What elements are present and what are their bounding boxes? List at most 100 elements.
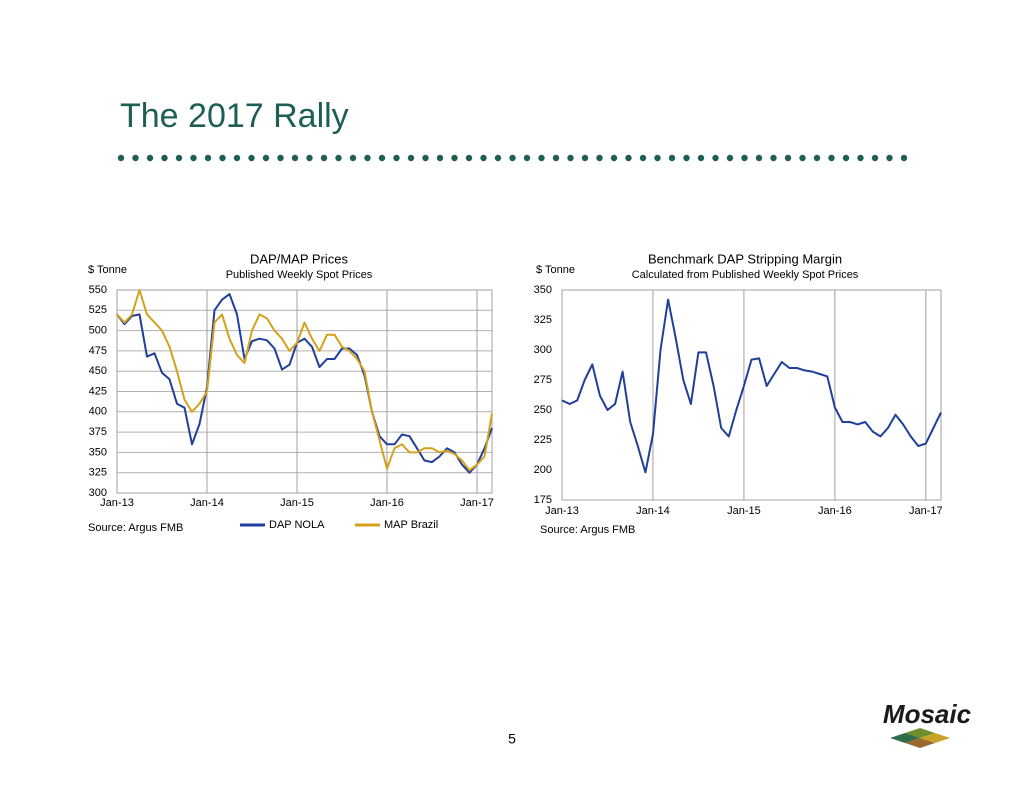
dot — [900, 154, 908, 162]
dot — [436, 154, 444, 162]
y-axis-label: $ Tonne — [536, 264, 575, 276]
y-tick-label: 350 — [89, 446, 107, 458]
chart-title: DAP/MAP Prices — [250, 251, 349, 266]
dot — [364, 154, 371, 162]
y-tick-label: 325 — [89, 467, 107, 479]
dot — [567, 154, 574, 162]
y-tick-label: 300 — [534, 344, 552, 356]
dot — [407, 154, 415, 162]
dot — [277, 154, 284, 162]
y-tick-label: 200 — [534, 464, 552, 476]
dot — [741, 154, 748, 162]
x-tick-label: Jan-16 — [818, 505, 852, 517]
y-axis-label: $ Tonne — [88, 264, 127, 276]
y-tick-label: 400 — [89, 406, 107, 418]
dot — [871, 154, 879, 162]
source-note: Source: Argus FMB — [88, 522, 183, 534]
dot — [248, 154, 255, 162]
y-tick-label: 475 — [89, 345, 107, 357]
dot — [480, 154, 487, 162]
dot — [784, 154, 792, 162]
logo: Mosaic — [883, 699, 972, 748]
dot — [668, 154, 676, 162]
dot — [219, 154, 226, 162]
dot — [857, 154, 864, 162]
dot — [886, 154, 893, 162]
dot — [233, 154, 241, 162]
dot — [625, 154, 632, 162]
plot-border — [561, 289, 942, 501]
dot — [132, 154, 139, 162]
dot — [509, 154, 516, 162]
x-tick-label: Jan-13 — [545, 505, 579, 517]
dot — [378, 154, 386, 162]
dot — [828, 154, 835, 162]
x-tick-label: Jan-17 — [460, 497, 494, 509]
dot — [842, 154, 850, 162]
y-tick-label: 350 — [534, 284, 552, 296]
dot — [654, 154, 661, 162]
dot — [393, 154, 400, 162]
dot — [552, 154, 560, 162]
dot — [639, 154, 647, 162]
slide-title: The 2017 Rally — [120, 97, 349, 135]
dot — [523, 154, 531, 162]
x-tick-label: Jan-15 — [280, 497, 314, 509]
y-tick-label: 325 — [534, 314, 552, 326]
dot — [581, 154, 589, 162]
dot — [465, 154, 473, 162]
dot — [799, 154, 806, 162]
data-line — [116, 289, 493, 472]
data-line — [116, 293, 493, 474]
chart-title: Benchmark DAP Stripping Margin — [648, 251, 842, 266]
x-tick-label: Jan-17 — [909, 505, 943, 517]
plot-border — [116, 289, 493, 494]
y-tick-label: 175 — [534, 494, 552, 506]
y-tick-label: 300 — [89, 487, 107, 499]
y-tick-label: 250 — [534, 404, 552, 416]
dot — [161, 154, 168, 162]
data-line — [561, 298, 942, 474]
chart-subtitle: Calculated from Published Weekly Spot Pr… — [632, 269, 859, 281]
dot — [306, 154, 313, 162]
y-tick-label: 225 — [534, 434, 552, 446]
x-tick-label: Jan-14 — [636, 505, 670, 517]
dot — [596, 154, 603, 162]
dot-divider — [117, 154, 908, 162]
dot — [712, 154, 719, 162]
x-tick-label: Jan-16 — [370, 497, 404, 509]
y-tick-label: 550 — [89, 284, 107, 296]
dot — [291, 154, 299, 162]
y-tick-label: 500 — [89, 325, 107, 337]
legend-label: MAP Brazil — [384, 519, 438, 531]
y-tick-label: 375 — [89, 426, 107, 438]
dot — [146, 154, 154, 162]
dot — [175, 154, 183, 162]
page-number: 5 — [508, 731, 516, 747]
y-tick-label: 425 — [89, 385, 107, 397]
dot — [494, 154, 502, 162]
source-note: Source: Argus FMB — [540, 524, 635, 536]
dot — [335, 154, 342, 162]
legend-label: DAP NOLA — [269, 519, 325, 531]
dot — [813, 154, 821, 162]
dot — [697, 154, 705, 162]
dot — [770, 154, 777, 162]
logo-shape — [905, 738, 935, 748]
dot — [349, 154, 357, 162]
x-tick-label: Jan-13 — [100, 497, 134, 509]
y-tick-label: 275 — [534, 374, 552, 386]
chart-subtitle: Published Weekly Spot Prices — [226, 269, 373, 281]
dot — [755, 154, 763, 162]
y-tick-label: 450 — [89, 365, 107, 377]
x-tick-label: Jan-14 — [190, 497, 224, 509]
dot — [422, 154, 429, 162]
x-tick-label: Jan-15 — [727, 505, 761, 517]
dot — [726, 154, 734, 162]
dot — [538, 154, 545, 162]
dot — [451, 154, 458, 162]
dot — [190, 154, 197, 162]
dot — [610, 154, 618, 162]
dot — [204, 154, 212, 162]
